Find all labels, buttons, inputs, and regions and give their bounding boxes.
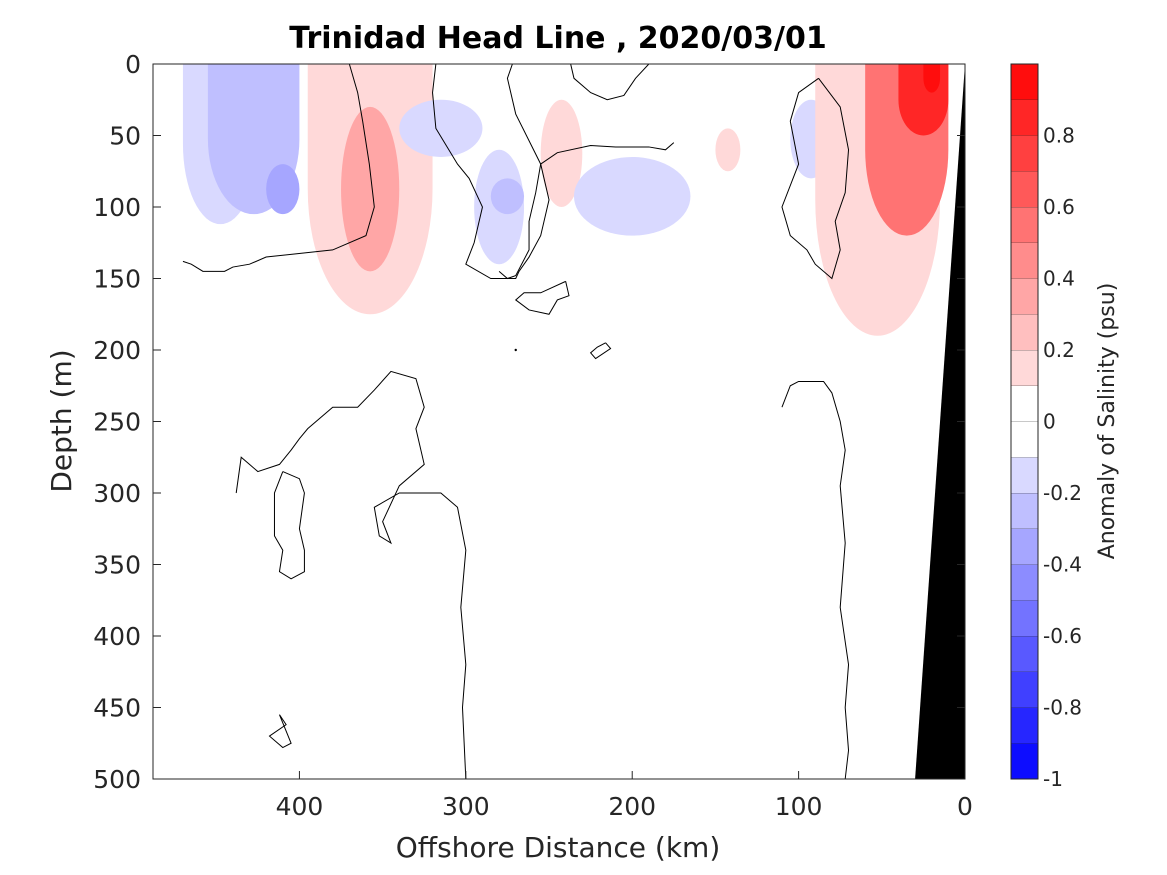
anomaly-region-15 bbox=[923, 64, 941, 93]
colorbar-band-1 bbox=[1011, 707, 1038, 744]
contour-line-4 bbox=[273, 471, 305, 580]
colorbar-band-4 bbox=[1011, 600, 1038, 636]
colorbar-tick-label: -0.6 bbox=[1043, 624, 1082, 648]
y-tick-label: 150 bbox=[93, 265, 141, 294]
colorbar-band-2 bbox=[1011, 671, 1038, 708]
colorbar-tick-label: 0 bbox=[1043, 410, 1056, 434]
colorbar-tick-label: -0.8 bbox=[1043, 696, 1082, 720]
colorbar-band-3 bbox=[1011, 636, 1038, 672]
y-tick-label: 300 bbox=[93, 479, 141, 508]
x-axis-label: Offshore Distance (km) bbox=[396, 831, 721, 864]
x-tick-label: 100 bbox=[775, 792, 823, 821]
contour-line-6 bbox=[781, 77, 850, 280]
anomaly-region-10 bbox=[715, 128, 741, 172]
y-tick-label: 100 bbox=[93, 193, 141, 222]
y-tick-label: 400 bbox=[93, 622, 141, 651]
contour-line-9 bbox=[781, 380, 850, 779]
colorbar-tick-label: 0.6 bbox=[1043, 195, 1075, 219]
chart-title: Trinidad Head Line , 2020/03/01 bbox=[289, 21, 826, 56]
anomaly-region-5 bbox=[399, 99, 483, 157]
colorbar-band-11 bbox=[1011, 350, 1038, 386]
y-tick-label: 50 bbox=[109, 122, 141, 151]
y-axis-label: Depth (m) bbox=[45, 349, 78, 492]
colorbar-band-7 bbox=[1011, 493, 1038, 529]
y-tick-label: 500 bbox=[93, 765, 141, 794]
colorbar-band-17 bbox=[1011, 135, 1038, 172]
contour-line-5 bbox=[268, 714, 292, 749]
colorbar-band-16 bbox=[1011, 171, 1038, 207]
contour-line-7 bbox=[514, 280, 570, 315]
anomaly-fills bbox=[182, 64, 949, 336]
zero-contour-lines bbox=[182, 64, 850, 779]
x-tick-label: 300 bbox=[442, 792, 490, 821]
y-tick-label: 0 bbox=[125, 50, 141, 79]
contour-dot bbox=[514, 348, 517, 352]
colorbar: 0.8 0.6 0.4 0.2 0 -0.2 -0.4 -0.6 -0.8 -1 bbox=[1010, 63, 1082, 791]
colorbar-band-0 bbox=[1011, 743, 1038, 779]
anomaly-region-2 bbox=[266, 164, 300, 215]
colorbar-band-19 bbox=[1011, 64, 1038, 100]
y-tick-label: 450 bbox=[93, 694, 141, 723]
colorbar-band-10 bbox=[1011, 385, 1038, 422]
colorbar-band-6 bbox=[1011, 528, 1038, 565]
colorbar-band-14 bbox=[1011, 242, 1038, 279]
x-tick-label: 200 bbox=[608, 792, 656, 821]
x-axis-ticks: 400 300 200 100 0 bbox=[276, 771, 973, 821]
anomaly-region-9 bbox=[573, 156, 691, 236]
colorbar-tick-label: 0.4 bbox=[1043, 267, 1075, 291]
y-tick-label: 350 bbox=[93, 551, 141, 580]
colorbar-tick-label: -1 bbox=[1043, 767, 1063, 791]
colorbar-tick-label: -0.4 bbox=[1043, 553, 1082, 577]
x-tick-label: 400 bbox=[276, 792, 324, 821]
y-tick-label: 250 bbox=[93, 408, 141, 437]
colorbar-band-13 bbox=[1011, 278, 1038, 315]
colorbar-band-8 bbox=[1011, 457, 1038, 493]
land-mask bbox=[915, 64, 965, 779]
colorbar-tick-label: -0.2 bbox=[1043, 481, 1082, 505]
anomaly-region-8 bbox=[540, 99, 583, 207]
contour-line-8 bbox=[498, 142, 675, 280]
colorbar-band-5 bbox=[1011, 564, 1038, 601]
anomaly-region-4 bbox=[341, 106, 400, 272]
y-tick-label: 200 bbox=[93, 336, 141, 365]
colorbar-band-12 bbox=[1011, 314, 1038, 350]
colorbar-frame bbox=[1010, 63, 1039, 780]
colorbar-band-9 bbox=[1011, 421, 1038, 458]
contour-line-10 bbox=[235, 370, 467, 779]
colorbar-tick-label: 0.8 bbox=[1043, 124, 1075, 148]
x-tick-label: 0 bbox=[957, 792, 973, 821]
contour-line-1 bbox=[432, 64, 550, 279]
colorbar-band-15 bbox=[1011, 207, 1038, 243]
contour-line-2 bbox=[570, 64, 650, 101]
contour-line-0 bbox=[182, 64, 375, 272]
y-axis-ticks: 0 50 100 150 200 250 300 350 400 450 500 bbox=[93, 50, 965, 794]
colorbar-tick-label: 0.2 bbox=[1043, 338, 1075, 362]
colorbar-label: Anomaly of Salinity (psu) bbox=[1095, 283, 1120, 560]
contour-line-3 bbox=[589, 342, 612, 360]
anomaly-region-7 bbox=[490, 178, 525, 215]
colorbar-band-18 bbox=[1011, 99, 1038, 136]
